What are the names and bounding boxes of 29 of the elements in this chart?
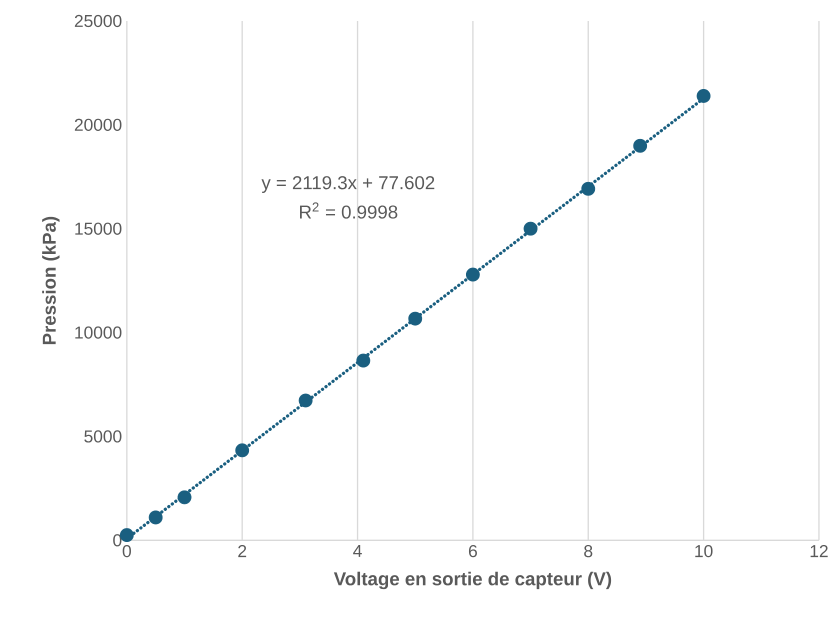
y-tick-label: 20000: [74, 118, 122, 131]
point: [235, 443, 250, 458]
y-axis-title: Pression (kPa): [42, 216, 60, 344]
x-tick-label: 2: [238, 544, 246, 557]
point: [356, 354, 370, 368]
point: [120, 528, 134, 542]
point: [148, 510, 163, 524]
x-tick-label: 4: [353, 544, 362, 557]
x-tick-label: 0: [122, 544, 131, 558]
y-tick-label: 25000: [74, 14, 122, 28]
y-tick-label: 0: [113, 534, 122, 546]
y-tick-label: 15000: [75, 222, 122, 235]
annotation: R$^{2}$ = 0.9998: [300, 202, 398, 219]
point: [581, 182, 596, 196]
point: [408, 312, 422, 326]
annotation: y = 2119.3x + 77.602: [261, 176, 434, 193]
y-tick-label: 5000: [84, 430, 122, 442]
point: [696, 88, 711, 103]
point: [633, 138, 648, 153]
x-tick-label: 10: [695, 544, 713, 558]
x-tick-label: 12: [810, 544, 828, 557]
x-tick-label: 8: [584, 544, 592, 558]
y-tick-label: 10000: [75, 326, 122, 339]
point: [178, 490, 192, 504]
x-axis-title: Voltage en sortie de capteur (V): [334, 572, 612, 590]
point: [298, 393, 313, 408]
point: [466, 268, 480, 282]
point: [524, 222, 538, 236]
x-tick-label: 6: [468, 544, 477, 558]
